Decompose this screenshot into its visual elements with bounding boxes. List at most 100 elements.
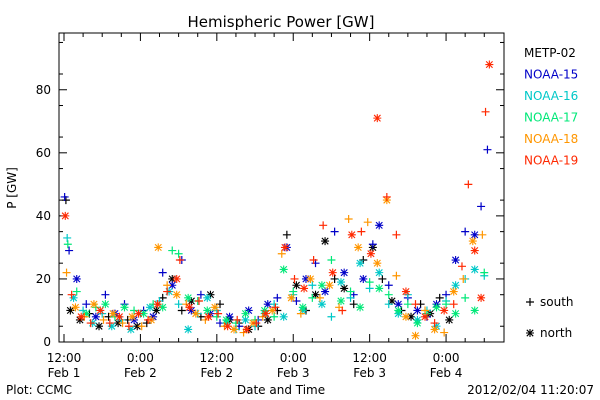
point-noaa-17-south [403, 300, 412, 309]
point-noaa-15-south [483, 145, 492, 154]
point-noaa-17-north [432, 303, 441, 312]
point-noaa-18-north [354, 243, 363, 252]
chart-title: Hemispheric Power [GW] [188, 13, 375, 31]
point-noaa-18-south [62, 268, 71, 277]
point-noaa-18-north [210, 303, 219, 312]
point-noaa-15-north [375, 221, 384, 230]
point-noaa-17-north [120, 303, 129, 312]
plot-credit: Plot: CCMC [6, 383, 72, 397]
point-noaa-16-south [327, 312, 336, 321]
point-noaa-19-south [382, 192, 391, 201]
point-noaa-18-north [89, 300, 98, 309]
point-noaa-17-north [260, 306, 269, 315]
point-noaa-17-south [72, 287, 81, 296]
point-noaa-15-north [321, 287, 330, 296]
point-metp-02-north [407, 312, 416, 321]
point-noaa-15-north [187, 306, 196, 315]
point-noaa-16-north [107, 322, 116, 331]
point-noaa-15-north [263, 300, 272, 309]
point-noaa-17-north [203, 306, 212, 315]
point-metp-02-north [133, 322, 142, 331]
point-noaa-17-south [289, 287, 298, 296]
point-noaa-17-north [82, 309, 91, 318]
point-noaa-16-north [375, 268, 384, 277]
point-noaa-19-north [204, 312, 213, 321]
point-noaa-15-north [451, 256, 460, 265]
legend-north-marker [526, 329, 534, 337]
point-noaa-16-north [241, 315, 250, 324]
point-noaa-15-south [461, 227, 470, 236]
point-noaa-16-north [126, 325, 135, 334]
point-noaa-19-north [96, 306, 105, 315]
point-noaa-15-north [413, 306, 422, 315]
point-noaa-16-south [174, 300, 183, 309]
x-tick-time-label: 12:00 [200, 351, 235, 365]
point-metp-02-south [282, 230, 291, 239]
point-noaa-16-north [451, 281, 460, 290]
point-noaa-18-south [478, 230, 487, 239]
point-noaa-18-north [71, 303, 80, 312]
x-tick-date-label: Feb 2 [124, 366, 157, 380]
point-noaa-19-north [366, 249, 375, 258]
point-metp-02-north [311, 290, 320, 299]
point-metp-02-north [321, 237, 330, 246]
point-noaa-17-south [63, 240, 72, 249]
point-noaa-19-north [261, 309, 270, 318]
point-metp-02-south [349, 300, 358, 309]
point-noaa-17-north [317, 281, 326, 290]
point-noaa-15-north [470, 230, 479, 239]
point-noaa-15-south [82, 300, 91, 309]
point-noaa-19-south [319, 221, 328, 230]
point-noaa-19-north [61, 211, 70, 220]
point-noaa-19-south [430, 319, 439, 328]
y-tick-label: 80 [36, 83, 51, 97]
point-noaa-17-north [470, 306, 479, 315]
point-noaa-18-north [411, 331, 420, 340]
point-noaa-17-north [184, 293, 193, 302]
y-tick-label: 40 [36, 209, 51, 223]
point-noaa-19-north [172, 274, 181, 283]
point-metp-02-north [292, 281, 301, 290]
point-noaa-17-north [158, 303, 167, 312]
point-noaa-19-south [214, 309, 223, 318]
point-metp-02-north [263, 315, 272, 324]
point-noaa-19-north [485, 60, 494, 69]
point-noaa-19-north [153, 300, 162, 309]
point-noaa-18-south [440, 328, 449, 337]
point-noaa-19-south [105, 319, 114, 328]
point-noaa-17-south [461, 293, 470, 302]
point-noaa-15-north [91, 312, 100, 321]
point-noaa-19-south [86, 319, 95, 328]
point-noaa-16-south [384, 300, 393, 309]
point-metp-02-north [445, 315, 454, 324]
point-noaa-19-north [470, 246, 479, 255]
point-noaa-17-south [327, 256, 336, 265]
point-noaa-19-north [477, 293, 486, 302]
point-noaa-18-north [430, 325, 439, 334]
point-noaa-17-north [222, 315, 231, 324]
legend-entry-noaa-16: NOAA-16 [524, 89, 578, 103]
point-noaa-17-south [365, 278, 374, 287]
plot-timestamp: 2012/02/04 11:20:07 [467, 383, 594, 397]
point-noaa-15-south [60, 192, 69, 201]
point-noaa-16-north [356, 259, 365, 268]
point-noaa-17-north [413, 319, 422, 328]
data-points [60, 60, 494, 340]
point-noaa-18-north [191, 309, 200, 318]
point-noaa-18-south [99, 315, 108, 324]
point-noaa-17-south [480, 268, 489, 277]
point-noaa-16-north [336, 278, 345, 287]
point-noaa-16-north [317, 300, 326, 309]
point-noaa-19-north [242, 325, 251, 334]
point-metp-02-north [75, 315, 84, 324]
point-noaa-19-north [401, 287, 410, 296]
point-noaa-16-north [279, 312, 288, 321]
point-noaa-15-south [368, 240, 377, 249]
point-noaa-19-south [464, 180, 473, 189]
x-tick-time-label: 12:00 [47, 351, 82, 365]
point-noaa-19-south [163, 287, 172, 296]
point-noaa-19-south [411, 300, 420, 309]
point-noaa-19-south [457, 262, 466, 271]
point-noaa-18-north [449, 287, 458, 296]
point-noaa-18-north [306, 274, 315, 283]
